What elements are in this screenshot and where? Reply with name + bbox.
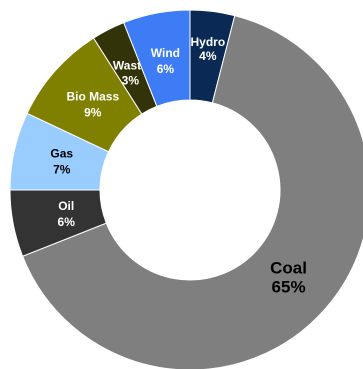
slice-wind <box>123 9 191 107</box>
slice-label-oil: Oil <box>58 199 74 213</box>
slice-value-waste: 3% <box>122 74 140 88</box>
slice-value-bio-mass: 9% <box>84 105 102 119</box>
slice-value-hydro: 4% <box>199 49 217 63</box>
slice-label-coal: Coal <box>270 258 307 277</box>
slice-value-wind: 6% <box>157 62 175 76</box>
slice-label-gas: Gas <box>50 147 73 161</box>
slice-label-hydro: Hydro <box>190 35 225 49</box>
slice-value-oil: 6% <box>58 215 76 229</box>
donut-hole <box>100 100 280 280</box>
slice-label-bio-mass: Bio Mass <box>66 89 119 103</box>
slice-value-gas: 7% <box>53 163 71 177</box>
slice-value-coal: 65% <box>272 277 306 296</box>
slice-label-wind: Wind <box>151 46 180 60</box>
